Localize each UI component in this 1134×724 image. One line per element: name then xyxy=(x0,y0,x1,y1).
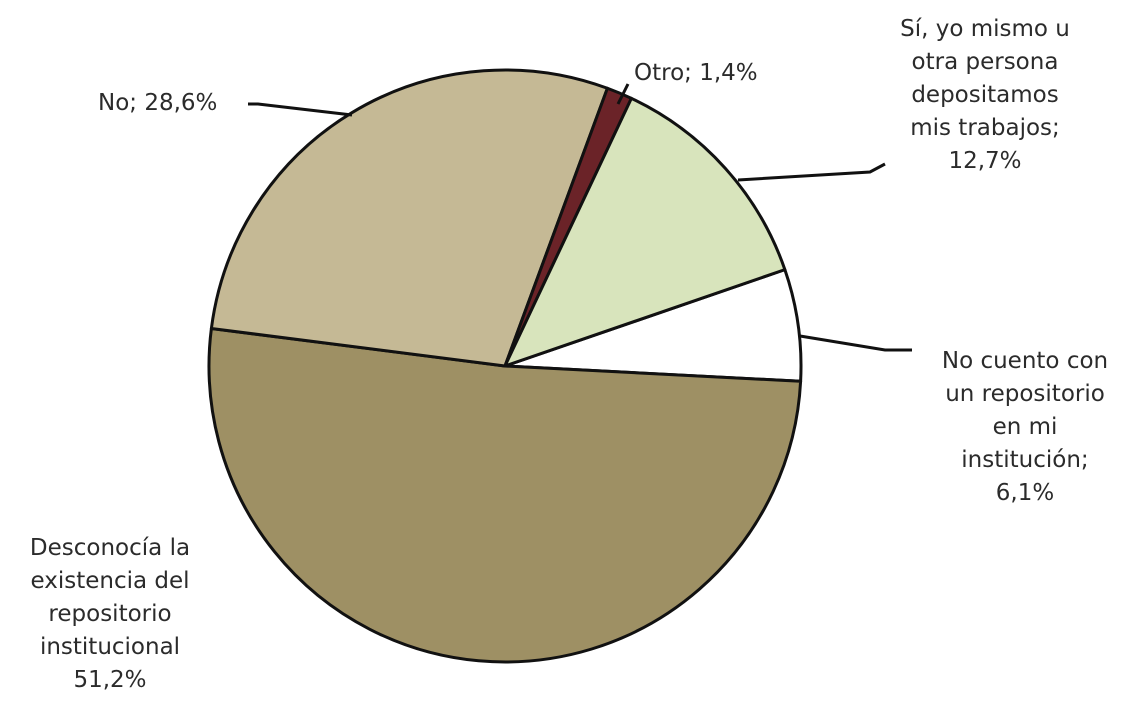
data-label-line: depositamos xyxy=(911,82,1058,108)
pie-slice-no xyxy=(209,68,609,368)
data-label-line: 12,7% xyxy=(948,148,1021,174)
data-label-line: institucional xyxy=(40,634,180,660)
data-label-line: Desconocía la xyxy=(30,535,190,561)
data-label-line: mis trabajos; xyxy=(910,115,1060,141)
pie-slice-yes-deposited xyxy=(503,96,787,368)
leader-line-yes-deposited xyxy=(737,162,886,182)
data-label-line: 6,1% xyxy=(996,480,1054,506)
data-label-unaware: Desconocía la existencia del repositorio in… xyxy=(30,535,190,693)
data-label-yes-deposited: Sí, yo mismo u otra persona depositamos mis… xyxy=(900,16,1070,174)
data-label-line: repositorio xyxy=(48,601,171,627)
data-label-line: existencia del xyxy=(30,568,189,594)
data-label-no: No; 28,6% xyxy=(98,90,217,116)
data-label-line: Otro; 1,4% xyxy=(634,60,758,86)
leader-line-no xyxy=(248,102,353,117)
leader-line-no-repository xyxy=(799,334,912,352)
leader-line-other xyxy=(616,83,630,105)
data-label-other: Otro; 1,4% xyxy=(634,60,758,86)
data-label-line: Sí, yo mismo u xyxy=(900,16,1070,42)
labels-layer: No cuento con un repositorio en mi instituc… xyxy=(30,16,1108,693)
data-label-line: No cuento con xyxy=(942,348,1108,374)
data-label-line: otra persona xyxy=(912,49,1059,75)
data-label-line: 51,2% xyxy=(73,667,146,693)
data-label-no-repository: No cuento con un repositorio en mi instituc… xyxy=(942,348,1108,506)
data-label-line: No; 28,6% xyxy=(98,90,217,116)
pie-slice-unaware xyxy=(207,326,803,664)
data-label-line: en mi xyxy=(993,414,1058,440)
data-label-line: institución; xyxy=(961,447,1088,473)
data-label-line: un repositorio xyxy=(945,381,1105,407)
leaders-layer xyxy=(248,83,912,352)
slices-layer xyxy=(207,68,803,664)
